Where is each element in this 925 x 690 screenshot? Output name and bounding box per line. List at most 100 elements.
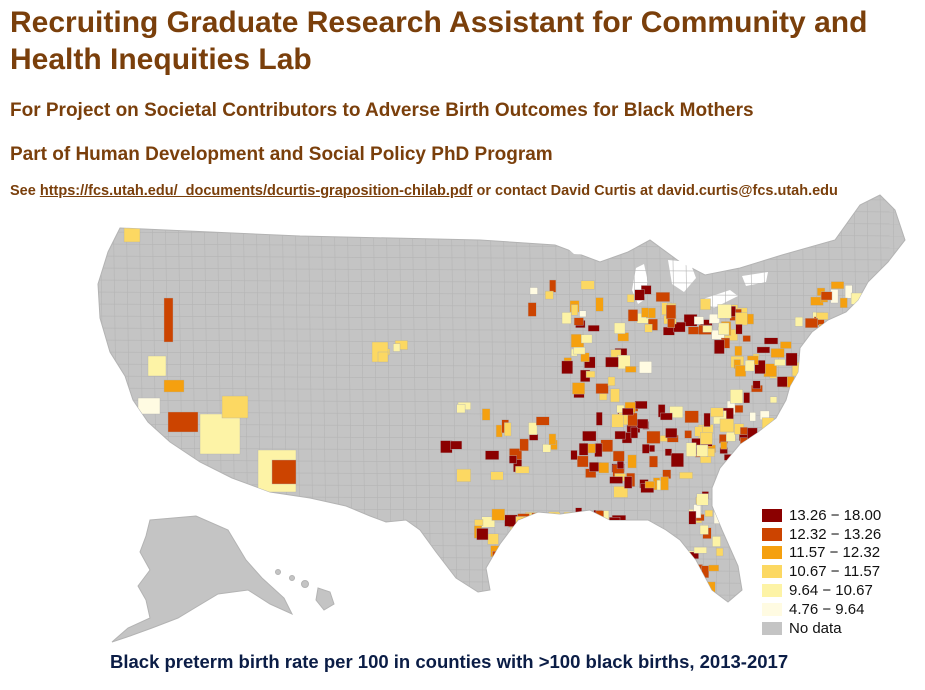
shaded-county — [456, 468, 471, 482]
shaded-county — [816, 312, 829, 320]
shaded-county — [644, 481, 655, 489]
legend-item: 12.32 − 13.26 — [762, 525, 881, 544]
county-border-line — [98, 219, 905, 225]
shaded-county — [558, 530, 570, 545]
shaded-county — [577, 455, 589, 468]
shaded-county — [780, 341, 792, 349]
legend-item: 10.67 − 11.57 — [762, 562, 881, 581]
shaded-county — [573, 317, 584, 326]
lake-huron — [668, 260, 696, 292]
shaded-county — [660, 412, 673, 421]
shaded-county — [572, 382, 585, 395]
shaded-county — [664, 448, 672, 456]
shaded-county — [712, 536, 721, 547]
lake-ontario — [742, 272, 768, 286]
shaded-county — [485, 450, 500, 460]
shaded-county — [735, 324, 743, 335]
legend-item: 11.57 − 12.32 — [762, 544, 881, 563]
shaded-county — [507, 538, 515, 548]
county-border-line — [98, 375, 905, 381]
shaded-county — [558, 532, 572, 545]
shaded-county — [627, 454, 637, 469]
shaded-county — [167, 411, 199, 433]
shaded-county — [805, 318, 818, 328]
shaded-county — [744, 360, 755, 372]
county-border-line — [98, 279, 905, 285]
legend-label: 12.32 − 13.26 — [789, 525, 882, 543]
legend-swatch — [762, 621, 782, 635]
shaded-county — [545, 290, 554, 300]
shaded-county — [598, 462, 609, 474]
shaded-county — [580, 280, 595, 290]
county-border-line — [98, 387, 905, 393]
shaded-county — [710, 407, 724, 418]
legend-swatch — [762, 508, 782, 522]
shaded-county — [766, 438, 776, 451]
shaded-county — [487, 533, 499, 545]
shaded-county — [660, 476, 669, 491]
shaded-county — [450, 440, 463, 450]
shaded-county — [769, 396, 778, 404]
shaded-county — [596, 412, 603, 426]
legend-label: 10.67 − 11.57 — [789, 563, 881, 581]
shaded-county — [527, 302, 537, 317]
shaded-county — [844, 285, 853, 299]
shaded-county — [611, 414, 624, 428]
shaded-county — [735, 365, 747, 377]
shaded-county — [703, 412, 711, 427]
shaded-county — [666, 304, 677, 320]
shaded-county — [199, 413, 241, 455]
shaded-county — [686, 442, 697, 457]
shaded-county — [684, 410, 699, 424]
shaded-county — [377, 351, 389, 363]
legend-swatch — [762, 527, 782, 541]
shaded-county — [777, 376, 788, 388]
shaded-county — [490, 471, 504, 481]
shaded-county — [582, 430, 597, 442]
shaded-county — [696, 444, 709, 457]
shaded-county — [393, 343, 401, 352]
shaded-county — [529, 287, 538, 295]
shaded-county — [614, 430, 626, 440]
shaded-county — [147, 355, 167, 377]
shaded-county — [625, 366, 637, 373]
map-legend: 13.26 − 18.00 12.32 − 13.26 11.57 − 12.32 1… — [762, 506, 881, 638]
shaded-county — [655, 292, 671, 302]
shaded-county — [594, 443, 603, 457]
legend-item: 9.64 − 10.67 — [762, 581, 881, 600]
legend-label: 13.26 − 18.00 — [789, 506, 882, 524]
shaded-county — [774, 359, 786, 366]
shaded-county — [720, 441, 728, 450]
shaded-county — [701, 565, 710, 579]
shaded-county — [752, 380, 761, 389]
shaded-county — [747, 427, 758, 440]
shaded-county — [504, 514, 518, 527]
hawaii-shape — [315, 587, 335, 611]
shaded-county — [762, 434, 777, 442]
shaded-county — [584, 521, 597, 534]
shaded-county — [614, 322, 626, 334]
county-border-line — [99, 195, 107, 602]
position-link[interactable]: https://fcs.utah.edu/_documents/dcurtis-… — [39, 183, 473, 199]
shaded-county — [702, 325, 713, 333]
shaded-county — [221, 395, 249, 419]
legend-swatch — [762, 565, 782, 579]
shaded-county — [670, 452, 684, 468]
shaded-county — [818, 324, 830, 333]
shaded-county — [604, 521, 618, 533]
shaded-county — [617, 332, 629, 342]
shaded-county — [531, 520, 539, 528]
shaded-county — [743, 392, 750, 404]
legend-swatch — [762, 602, 782, 616]
shaded-county — [571, 304, 578, 316]
shaded-county — [714, 339, 725, 354]
shaded-county — [600, 439, 613, 452]
shaded-county — [770, 348, 785, 358]
shaded-county — [561, 312, 572, 324]
shaded-county — [764, 337, 779, 345]
shaded-county — [850, 292, 863, 305]
shaded-county — [536, 416, 550, 426]
shaded-county — [642, 444, 650, 454]
shaded-county — [476, 528, 489, 541]
shaded-county — [527, 526, 536, 534]
